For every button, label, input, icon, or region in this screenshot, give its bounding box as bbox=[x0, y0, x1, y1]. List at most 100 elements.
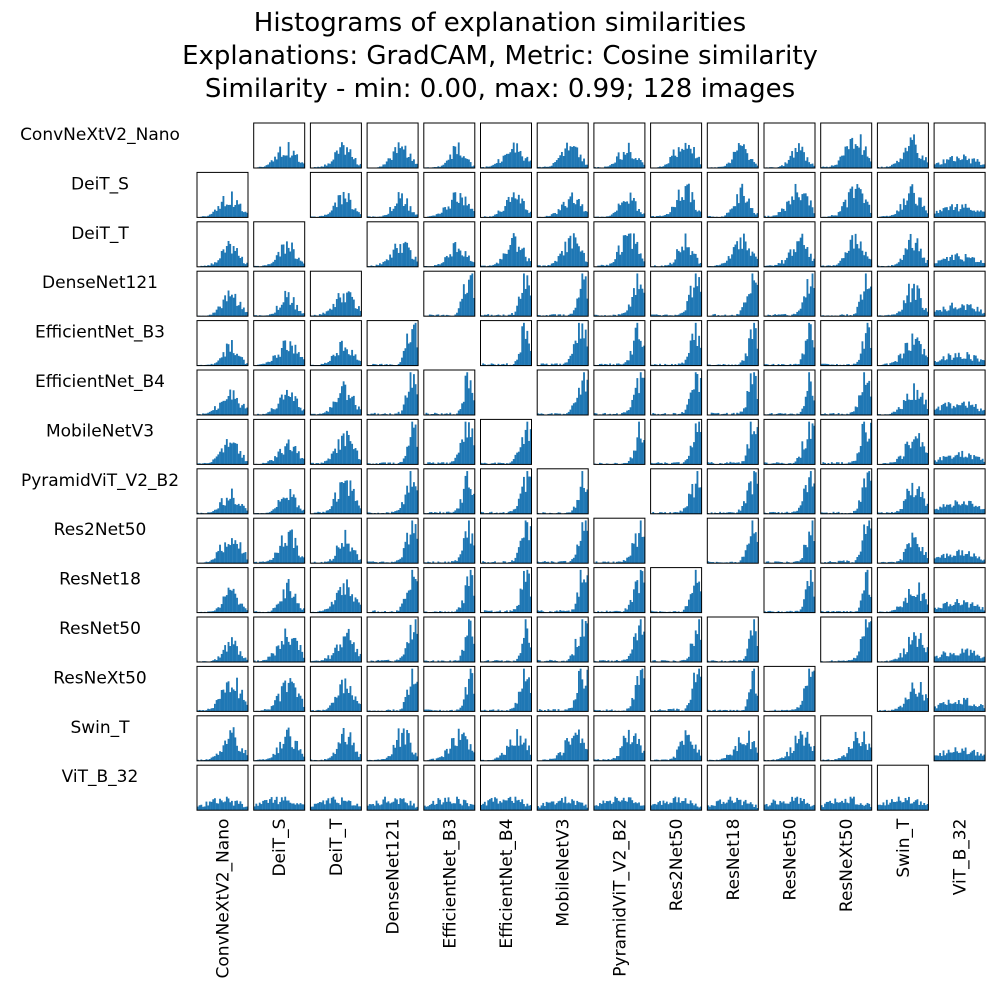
histogram-bar bbox=[973, 704, 976, 712]
histogram-bar bbox=[411, 160, 414, 168]
histogram-bar bbox=[789, 463, 792, 465]
histogram-bar bbox=[899, 559, 902, 564]
histogram-bar bbox=[786, 315, 788, 317]
histogram-bar bbox=[262, 660, 265, 662]
histogram-bar bbox=[634, 633, 637, 662]
histogram-bar bbox=[792, 249, 795, 267]
histogram-bar bbox=[937, 260, 940, 267]
histogram-bar bbox=[214, 659, 216, 662]
histogram-bar bbox=[451, 512, 453, 514]
histogram-bar bbox=[507, 562, 510, 564]
subplot-frame bbox=[650, 122, 703, 169]
histogram-bar bbox=[241, 256, 244, 267]
histogram-bar bbox=[952, 703, 955, 712]
subplot-frame bbox=[933, 221, 986, 268]
histogram-bar bbox=[459, 193, 462, 218]
histogram-bar bbox=[246, 311, 249, 317]
histogram-bar bbox=[870, 259, 872, 267]
histogram-bar bbox=[299, 645, 302, 662]
histogram-bar bbox=[457, 308, 460, 317]
histogram-bar bbox=[634, 294, 637, 317]
histogram-bar bbox=[409, 206, 412, 218]
histogram-bar bbox=[225, 399, 228, 415]
histogram-bar bbox=[339, 586, 342, 613]
histogram-bar bbox=[584, 391, 587, 415]
histogram-bar bbox=[538, 660, 541, 662]
histogram-bar bbox=[813, 347, 816, 366]
histogram-bar bbox=[626, 310, 629, 317]
histogram-bar bbox=[447, 257, 450, 267]
histogram-bar bbox=[636, 378, 639, 415]
histogram-bar bbox=[227, 544, 230, 564]
histogram-bar bbox=[707, 709, 710, 712]
histogram-bar bbox=[729, 709, 732, 712]
histogram-bar bbox=[507, 314, 510, 317]
histogram-bar bbox=[731, 413, 733, 415]
histogram-bar bbox=[492, 264, 495, 267]
histogram-bar bbox=[220, 550, 223, 564]
histogram-bar bbox=[244, 749, 247, 761]
histogram-bar bbox=[671, 155, 673, 168]
histogram-bar bbox=[633, 636, 635, 662]
histogram-bar bbox=[671, 264, 673, 267]
histogram-bar bbox=[315, 710, 318, 712]
histogram-bar bbox=[842, 660, 845, 662]
histogram-bar bbox=[347, 495, 350, 514]
subplot-frame bbox=[820, 320, 873, 367]
histogram-bar bbox=[456, 746, 458, 761]
histogram-bar bbox=[368, 512, 371, 514]
histogram-efficientnet_b3-vs-efficientnet_b4 bbox=[480, 320, 532, 367]
histogram-resnet50-vs-deit_s bbox=[253, 616, 306, 663]
histogram-bar bbox=[748, 338, 750, 366]
histogram-bar bbox=[569, 196, 572, 218]
histogram-bar bbox=[937, 406, 940, 415]
histogram-bar bbox=[731, 561, 733, 564]
histogram-bar bbox=[275, 604, 278, 613]
histogram-bar bbox=[449, 254, 452, 267]
histogram-bar bbox=[682, 199, 685, 218]
histogram-bar bbox=[523, 637, 525, 662]
histogram-bar bbox=[511, 238, 513, 267]
histogram-bar bbox=[952, 604, 955, 613]
histogram-bar bbox=[973, 257, 976, 267]
histogram-bar bbox=[643, 213, 646, 218]
histogram-bar bbox=[512, 192, 515, 218]
subplot-frame bbox=[253, 616, 306, 663]
histogram-bar bbox=[322, 413, 325, 415]
histogram-bar bbox=[803, 193, 805, 218]
subplot-frame bbox=[253, 369, 306, 416]
histogram-bar bbox=[325, 608, 328, 613]
histogram-bar bbox=[836, 611, 838, 613]
histogram-bar bbox=[847, 192, 850, 218]
histogram-bar bbox=[774, 264, 777, 267]
histogram-bar bbox=[509, 739, 512, 761]
histogram-bar bbox=[961, 604, 964, 613]
histogram-bar bbox=[397, 411, 400, 415]
histogram-bar bbox=[267, 412, 270, 415]
histogram-bar bbox=[263, 363, 266, 366]
histogram-bar bbox=[208, 611, 211, 613]
histogram-bar bbox=[528, 642, 530, 662]
histogram-bar bbox=[792, 511, 795, 514]
histogram-bar bbox=[559, 561, 562, 564]
histogram-bar bbox=[737, 364, 740, 366]
subplot-frame bbox=[366, 715, 419, 762]
histogram-bar bbox=[277, 354, 280, 366]
histogram-bar bbox=[699, 487, 702, 514]
histogram-bar bbox=[351, 490, 354, 514]
histogram-bar bbox=[741, 461, 744, 465]
histogram-bar bbox=[545, 215, 548, 218]
histogram-bar bbox=[754, 214, 757, 218]
histogram-bar bbox=[659, 315, 661, 317]
histogram-bar bbox=[710, 512, 713, 514]
histogram-bar bbox=[652, 611, 655, 613]
histogram-bar bbox=[232, 588, 235, 613]
histogram-res2net50-vs-densenet121 bbox=[366, 517, 419, 564]
histogram-bar bbox=[296, 697, 299, 712]
histogram-resnet18-vs-res2net50 bbox=[650, 567, 703, 614]
histogram-res2net50-vs-efficientnet_b4 bbox=[480, 517, 532, 564]
histogram-bar bbox=[744, 706, 747, 712]
histogram-bar bbox=[944, 207, 947, 218]
histogram-bar bbox=[753, 253, 756, 267]
histogram-bar bbox=[562, 314, 565, 317]
